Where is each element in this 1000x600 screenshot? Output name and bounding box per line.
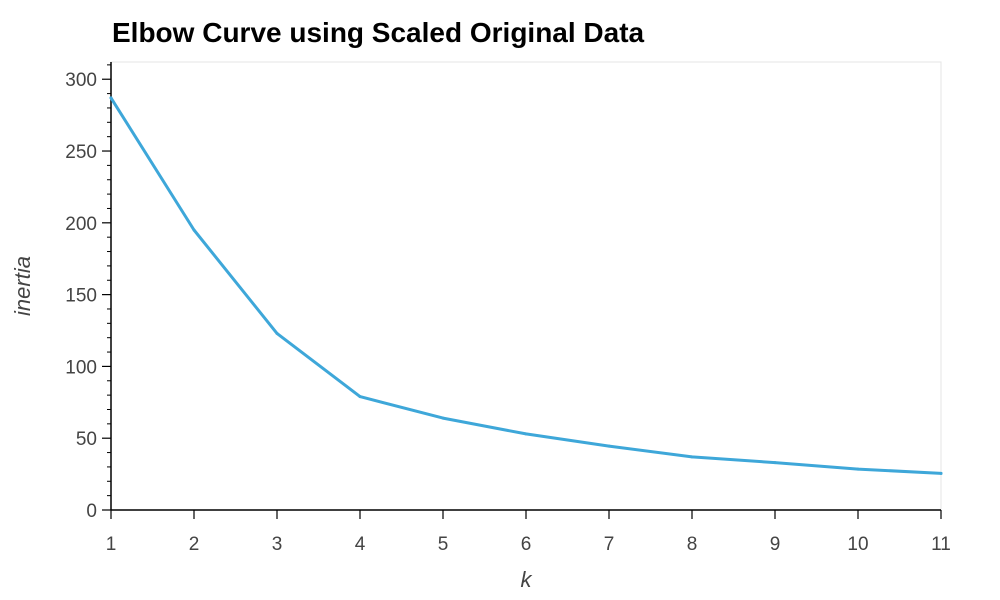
data-point [524,432,528,436]
y-tick-label: 300 [65,70,97,91]
y-tick-label: 100 [65,357,97,378]
x-tick-label: 2 [189,534,200,555]
data-point [109,96,113,100]
data-point [358,395,362,399]
x-tick-label: 7 [604,534,615,555]
data-point [441,416,445,420]
data-point [773,461,777,465]
y-axis-title: inertia [10,256,35,316]
y-tick-label: 150 [65,286,97,307]
data-point [939,471,943,475]
series-layer [109,96,943,475]
x-tick-label: 6 [521,534,532,555]
plot-frame [110,61,942,511]
x-tick-label: 1 [106,534,117,555]
x-tick-label: 4 [355,534,366,555]
data-point [192,228,196,232]
chart-title: Elbow Curve using Scaled Original Data [112,17,645,48]
data-point [607,444,611,448]
x-tick-label: 9 [770,534,781,555]
x-tick-label: 11 [931,534,951,555]
series-line [109,96,943,475]
y-axis: 0 50 100 150 200 250 300 [65,62,112,522]
x-axis-title: k [521,567,533,592]
x-tick-label: 8 [687,534,698,555]
y-tick-label: 200 [65,214,97,235]
y-tick-label: 0 [86,501,97,522]
data-point [690,455,694,459]
data-point [275,331,279,335]
x-tick-label: 3 [272,534,283,555]
x-axis: 1 2 3 4 5 6 7 8 9 10 11 [106,509,951,555]
y-tick-label: 250 [65,142,97,163]
x-tick-label: 5 [438,534,449,555]
y-tick-label: 50 [76,429,97,450]
x-tick-label: 10 [847,534,868,555]
data-point [856,467,860,471]
